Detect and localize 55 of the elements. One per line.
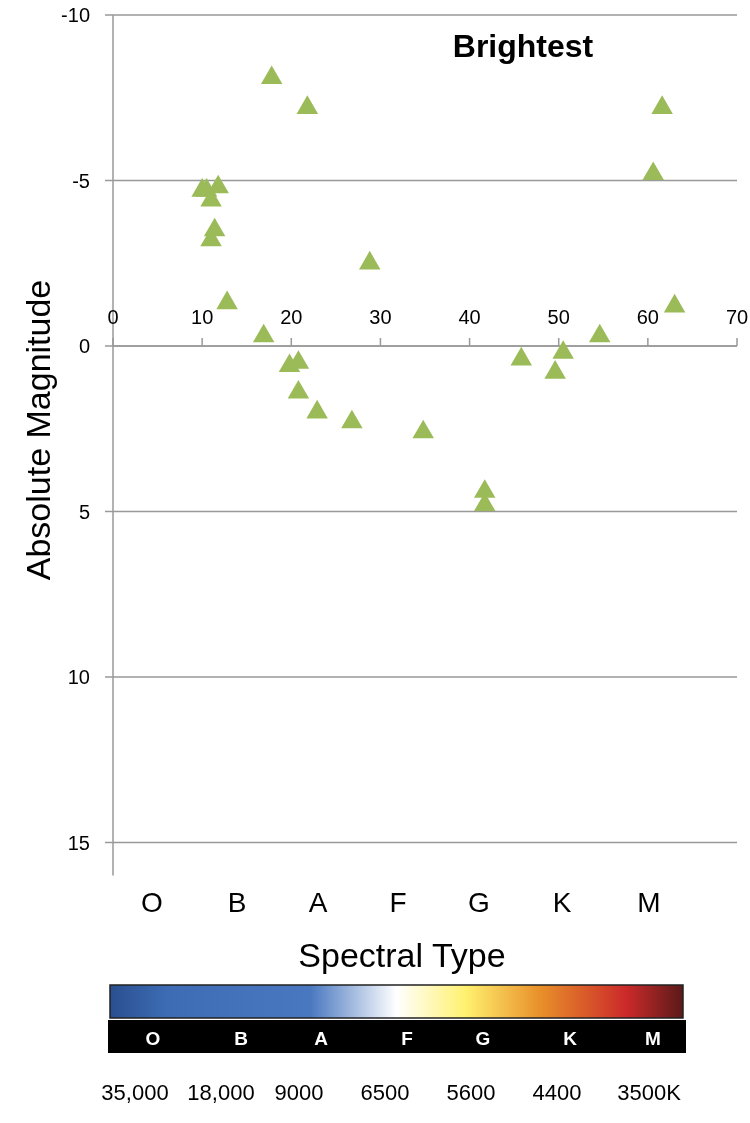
point bbox=[663, 293, 686, 313]
point bbox=[552, 340, 574, 359]
point bbox=[358, 250, 381, 270]
x-tick-label: 20 bbox=[280, 306, 303, 328]
text: O bbox=[141, 887, 163, 918]
point bbox=[287, 379, 310, 399]
x-tick-label: 10 bbox=[191, 306, 214, 328]
text: M bbox=[637, 887, 661, 918]
text: G bbox=[475, 1028, 491, 1049]
text: 35,000 bbox=[101, 1080, 169, 1105]
text: B bbox=[234, 1028, 248, 1049]
point bbox=[510, 346, 533, 366]
chart-title: Brightest bbox=[452, 28, 594, 64]
point bbox=[473, 479, 496, 498]
x-tick-label: 70 bbox=[725, 306, 749, 328]
point bbox=[544, 360, 566, 379]
text: K bbox=[552, 887, 572, 918]
text: F bbox=[389, 887, 407, 918]
y-tick-label: -10 bbox=[61, 4, 90, 26]
text: 3500K bbox=[617, 1080, 682, 1105]
point bbox=[341, 409, 363, 429]
text: 4400 bbox=[532, 1080, 582, 1105]
x-tick-label: 0 bbox=[107, 306, 119, 328]
text: O bbox=[145, 1028, 161, 1049]
text: 9000 bbox=[274, 1080, 324, 1105]
x-tick-label: 40 bbox=[458, 306, 481, 328]
y-tick-label: 10 bbox=[67, 666, 90, 688]
text: A bbox=[308, 887, 328, 918]
point bbox=[651, 95, 673, 114]
point bbox=[588, 323, 611, 343]
x-axis-title: Spectral Type bbox=[298, 936, 506, 974]
point bbox=[296, 95, 319, 114]
point bbox=[252, 323, 275, 343]
text: 6500 bbox=[360, 1080, 410, 1105]
y-tick-label: -5 bbox=[72, 169, 90, 192]
point bbox=[642, 161, 664, 181]
point bbox=[412, 419, 434, 439]
point bbox=[306, 399, 328, 419]
y-tick-label: 15 bbox=[67, 831, 90, 854]
text: 5600 bbox=[446, 1080, 496, 1105]
text: K bbox=[563, 1028, 578, 1049]
text: B bbox=[227, 887, 247, 918]
text: 18,000 bbox=[187, 1080, 255, 1105]
y-axis-title: Absolute Magnitude bbox=[19, 279, 57, 581]
y-tick-label: 0 bbox=[78, 335, 90, 357]
y-tick-label: 5 bbox=[78, 500, 90, 523]
point bbox=[216, 290, 238, 310]
text: A bbox=[314, 1028, 329, 1049]
text: M bbox=[645, 1028, 661, 1049]
text: G bbox=[468, 887, 490, 918]
x-tick-label: 50 bbox=[547, 306, 570, 328]
point bbox=[260, 65, 283, 85]
text: F bbox=[401, 1028, 413, 1049]
x-tick-label: 30 bbox=[369, 306, 392, 328]
x-tick-label: 60 bbox=[636, 306, 659, 328]
